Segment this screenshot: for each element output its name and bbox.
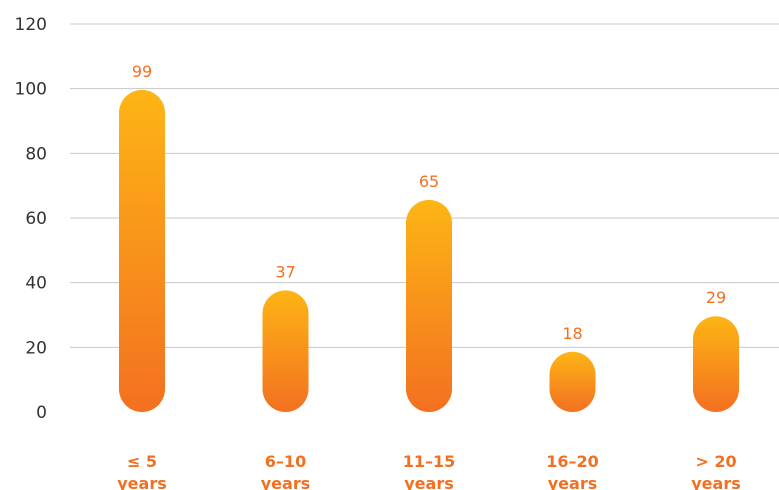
category-label-0: ≤ 5 years	[117, 452, 167, 490]
bar-3	[549, 351, 596, 412]
y-tick-label-40: 40	[25, 274, 47, 294]
bar-2	[406, 199, 452, 412]
y-tick-label-0: 0	[36, 403, 47, 423]
category-label-4: > 20 years	[691, 452, 741, 490]
category-label-3: 16–20 years	[546, 452, 599, 490]
y-tick-label-120: 120	[15, 15, 47, 35]
y-tick-label-80: 80	[25, 144, 47, 164]
bar-4	[693, 316, 739, 412]
x-axis-categories: ≤ 5 years 6–10 years 11–15 years 16–20 years > 2…	[117, 452, 741, 490]
category-label-2: 11–15 years	[403, 452, 456, 490]
bar-0	[119, 89, 165, 413]
y-tick-label-20: 20	[25, 338, 47, 358]
data-label-1: 37	[275, 262, 295, 281]
y-axis-ticks: 0 20 40 60 80 100 120	[15, 15, 47, 423]
data-label-0: 99	[132, 62, 152, 81]
bar-1	[262, 290, 309, 412]
data-label-2: 65	[419, 172, 439, 191]
y-tick-label-60: 60	[25, 209, 47, 229]
category-label-1: 6–10 years	[261, 452, 311, 490]
y-tick-label-100: 100	[15, 80, 47, 100]
data-label-4: 29	[706, 288, 726, 307]
data-label-3: 18	[562, 324, 582, 343]
bars	[119, 89, 739, 413]
data-labels: 99 37 65 18 29	[132, 62, 726, 343]
